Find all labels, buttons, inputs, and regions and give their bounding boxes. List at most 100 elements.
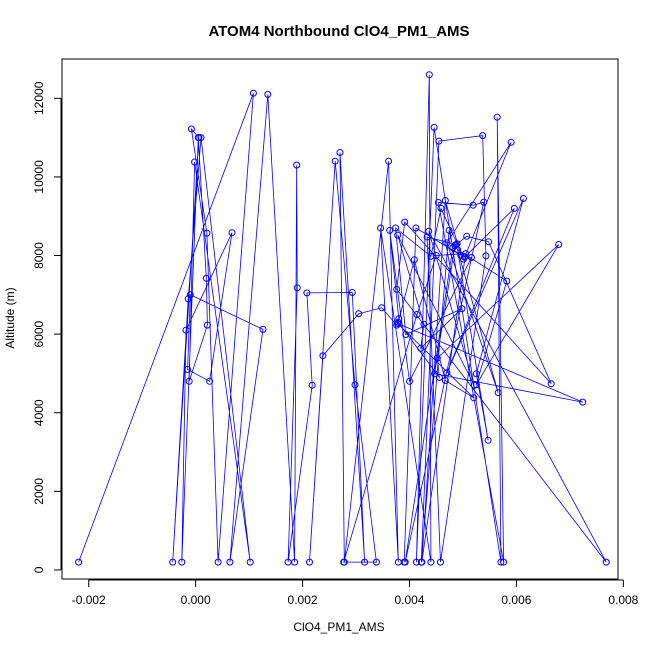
data-point [249, 89, 257, 97]
data-point [484, 436, 492, 444]
chart-title: ATOM4 Northbound ClO4_PM1_AMS [208, 23, 469, 40]
data-point [410, 256, 418, 264]
y-tick-label: 4000 [32, 399, 46, 426]
data-point [178, 558, 186, 566]
data-point [185, 377, 193, 385]
data-point [191, 158, 199, 166]
data-point [402, 331, 410, 338]
data-point [293, 161, 301, 169]
data-point [306, 558, 313, 566]
data-point [386, 226, 394, 234]
data-point [457, 251, 465, 259]
data-point [214, 558, 222, 566]
data-point [500, 558, 508, 566]
series-line [78, 74, 607, 563]
data-point [441, 377, 449, 384]
x-tick-label: -0.002 [72, 593, 106, 607]
data-point [393, 321, 401, 329]
data-point [182, 326, 190, 334]
y-tick-label: 6000 [32, 320, 46, 347]
data-point [493, 113, 501, 121]
data-point [417, 344, 425, 352]
data-point [430, 123, 438, 131]
data-point [226, 558, 234, 566]
data-point [377, 224, 385, 232]
data-point [443, 369, 451, 377]
data-point [470, 381, 478, 389]
data-point [494, 389, 502, 397]
data-point [394, 320, 402, 327]
data-point [435, 137, 443, 145]
data-point [336, 149, 344, 156]
x-tick-label: 0.004 [394, 593, 424, 607]
data-point [441, 197, 449, 204]
data-point [184, 295, 192, 303]
data-point [437, 204, 445, 212]
data-point [425, 227, 433, 235]
data-point [184, 366, 192, 373]
y-tick-label: 8000 [32, 242, 46, 269]
data-point [433, 354, 441, 362]
data-point [479, 132, 487, 140]
data-point [187, 125, 195, 133]
y-tick-label: 2000 [32, 478, 46, 505]
data-point [284, 558, 292, 566]
data-point [602, 558, 610, 566]
data-point [485, 238, 493, 246]
data-point [434, 199, 442, 206]
data-point [394, 231, 402, 239]
data-point [431, 370, 439, 378]
data-point [519, 195, 527, 202]
data-point [497, 558, 505, 566]
data-point [197, 134, 205, 142]
data-point [186, 291, 194, 299]
data-point [453, 240, 461, 248]
data-point [264, 90, 272, 98]
data-point [392, 224, 400, 232]
data-point [308, 381, 316, 389]
y-tick-label: 10000 [32, 160, 46, 194]
data-point [468, 254, 475, 261]
data-point [480, 198, 488, 206]
data-point [547, 380, 555, 388]
data-point [259, 325, 267, 333]
data-point [401, 218, 409, 226]
data-point [427, 252, 435, 260]
data-point [503, 277, 511, 285]
data-point [443, 239, 451, 247]
data-point [355, 310, 363, 318]
data-point [437, 558, 444, 566]
data-point [194, 134, 202, 142]
data-point [319, 352, 327, 360]
data-point [413, 311, 421, 318]
plot-frame [61, 58, 619, 580]
data-point [351, 381, 359, 389]
data-point [435, 373, 443, 381]
data-point [400, 558, 408, 566]
x-axis-label: ClO4_PM1_AMS [293, 620, 384, 634]
y-tick-label: 12000 [32, 81, 46, 115]
data-point [303, 289, 311, 297]
data-point [412, 224, 420, 232]
data-point [420, 320, 428, 328]
data-point [372, 558, 380, 566]
data-point [75, 558, 83, 566]
data-point [228, 229, 236, 237]
data-point [462, 250, 470, 258]
y-axis-label: Altitude (m) [3, 287, 17, 348]
data-point [412, 558, 420, 566]
data-point [203, 321, 211, 329]
data-point [432, 252, 440, 259]
data-point [458, 305, 466, 313]
data-point [378, 304, 386, 312]
data-point [202, 274, 210, 282]
data-point [507, 138, 515, 146]
data-point [406, 377, 413, 385]
data-point [293, 284, 301, 292]
data-point [169, 558, 177, 566]
data-point [472, 370, 480, 378]
data-point [482, 252, 490, 260]
data-point [470, 394, 478, 402]
